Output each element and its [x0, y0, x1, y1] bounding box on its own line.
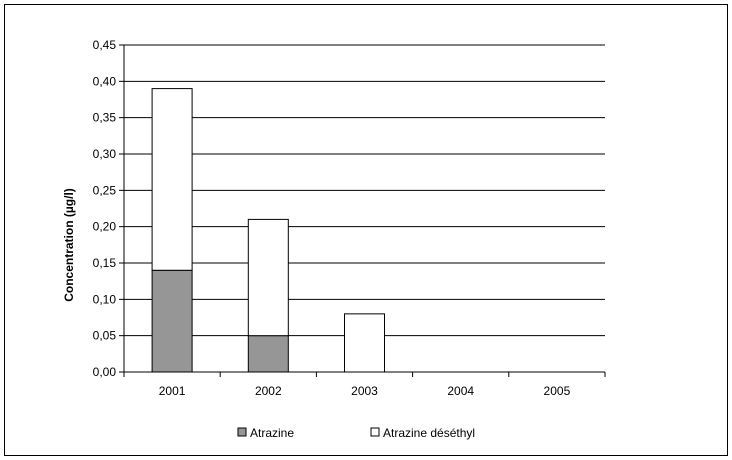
x-tick-label: 2005 — [544, 384, 571, 398]
legend-swatch — [237, 427, 247, 437]
x-tick-label: 2004 — [447, 384, 474, 398]
x-tick-label: 2003 — [351, 384, 378, 398]
axes — [123, 45, 605, 373]
y-tick-label: 0,20 — [93, 220, 117, 234]
bars — [151, 88, 385, 373]
y-tick-label: 0,05 — [93, 329, 117, 343]
legend-swatch — [370, 427, 380, 437]
bar-2003-atrazine-desethyl — [344, 313, 385, 373]
y-axis-label: Concentration (µg/l) — [62, 188, 76, 302]
gridlines — [124, 44, 605, 337]
x-axis-ticks: 2001 2002 2003 2004 2005 — [123, 372, 606, 398]
legend: Atrazine Atrazine déséthyl — [237, 426, 475, 440]
bar-2001-atrazine — [151, 269, 193, 373]
y-tick-label: 0,45 — [93, 38, 117, 52]
y-tick-label: 0,25 — [93, 183, 117, 197]
y-tick-label: 0,15 — [93, 256, 117, 270]
y-tick-label: 0,00 — [93, 365, 117, 379]
x-tick-label: 2002 — [255, 384, 282, 398]
y-tick-label: 0,35 — [93, 111, 117, 125]
legend-label: Atrazine — [250, 426, 294, 440]
x-tick-label: 2001 — [159, 384, 186, 398]
bar-2001-atrazine-desethyl — [151, 88, 193, 271]
y-axis-ticks: 0,00 0,05 0,10 0,15 0,20 0,25 0,30 0,35 0,40 0,45 — [93, 38, 124, 379]
legend-label: Atrazine déséthyl — [383, 426, 475, 440]
chart-frame — [4, 4, 728, 456]
y-tick-label: 0,40 — [93, 74, 117, 88]
bar-2002-atrazine — [247, 335, 289, 373]
y-tick-label: 0,10 — [93, 292, 117, 306]
y-tick-label: 0,30 — [93, 147, 117, 161]
bar-2002-atrazine-desethyl — [247, 218, 289, 337]
